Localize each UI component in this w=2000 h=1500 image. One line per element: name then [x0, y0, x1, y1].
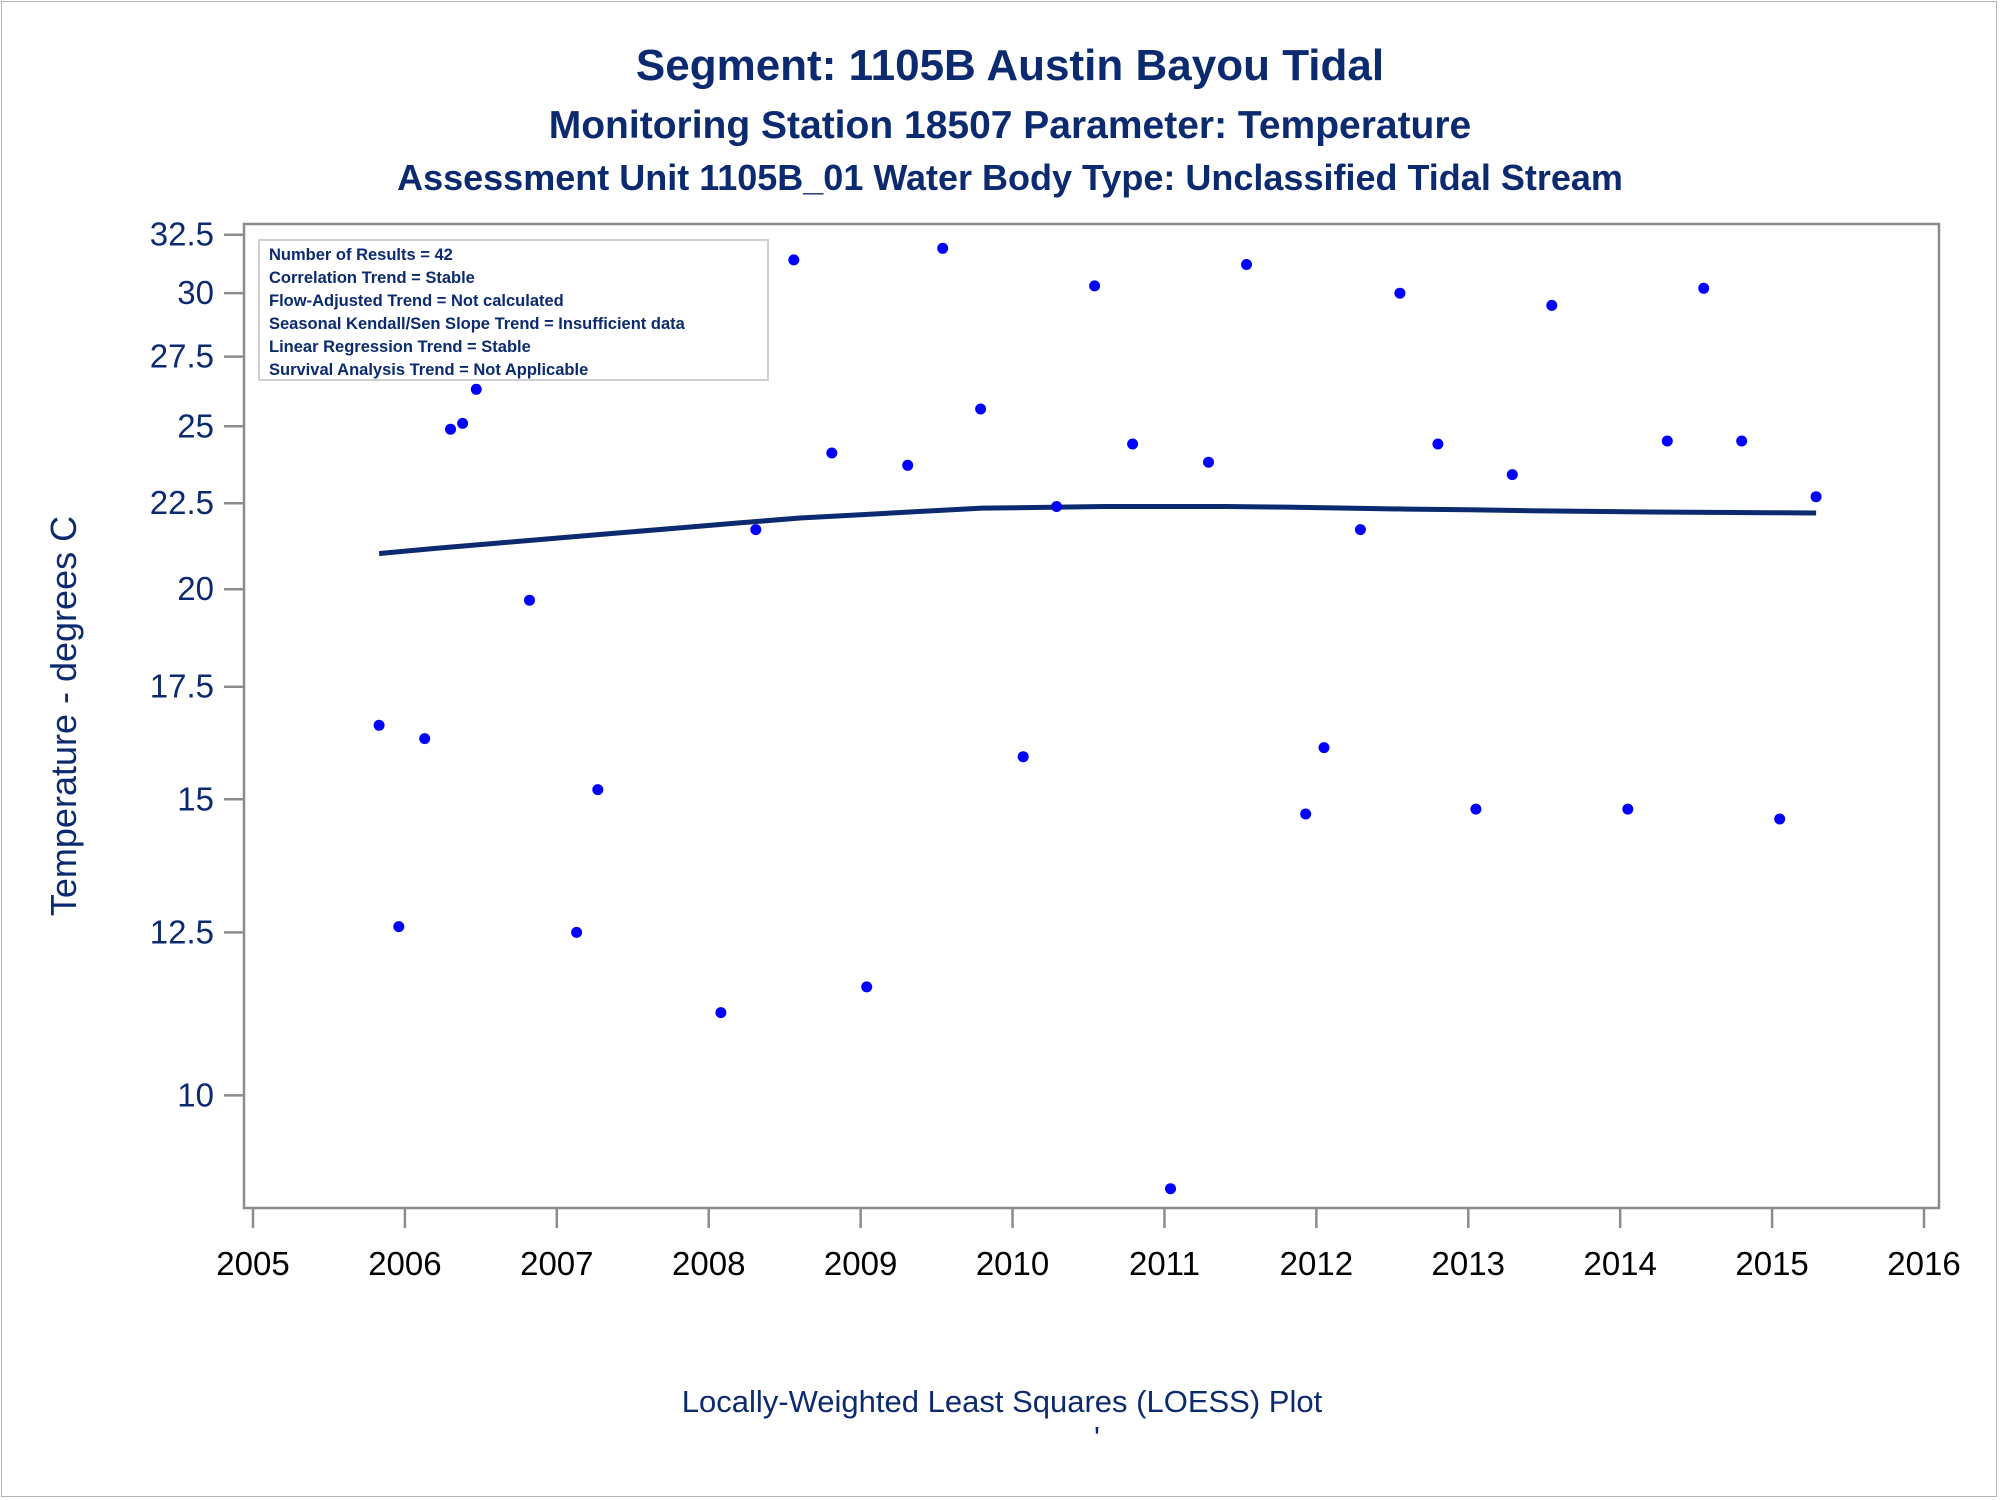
x-tick-label: 2011 [1129, 1245, 1200, 1282]
plot-area [242, 222, 1941, 1210]
stats-box-frame [258, 239, 769, 381]
data-point [1241, 259, 1252, 270]
x-tick-label: 2012 [1280, 1245, 1353, 1282]
data-point [373, 719, 385, 731]
data-point [1506, 469, 1518, 481]
data-point [1354, 524, 1366, 536]
data-point [1165, 1183, 1176, 1195]
y-axis-label: Temperature - degrees C [43, 516, 84, 916]
data-point [592, 784, 604, 796]
x-tick-label: 2014 [1583, 1245, 1656, 1282]
data-point [457, 417, 469, 429]
data-point [715, 1007, 727, 1019]
stats-linear-regression-trend: Linear Regression Trend = Stable [269, 338, 531, 356]
data-point [937, 242, 949, 254]
x-tick-label: 2010 [976, 1245, 1049, 1282]
data-point [1127, 438, 1139, 450]
chart-subtitle: Monitoring Station 18507 Parameter: Temp… [549, 104, 1472, 147]
y-tick-label: 27.5 [150, 338, 214, 375]
data-point [1661, 435, 1673, 447]
data-point [975, 403, 987, 415]
x-tick-label: 2013 [1432, 1245, 1505, 1282]
data-point [750, 524, 762, 536]
data-point [1736, 435, 1748, 447]
x-tick-label: 2016 [1887, 1245, 1960, 1282]
data-point [1318, 742, 1330, 754]
data-point [1394, 287, 1406, 299]
data-point [1810, 491, 1822, 503]
data-point [1622, 803, 1634, 815]
points-layer [373, 242, 1822, 1195]
data-point [902, 459, 914, 471]
x-tick-label: 2006 [368, 1245, 441, 1282]
chart-subtitle-2: Assessment Unit 1105B_01 Water Body Type… [397, 157, 1623, 198]
loess-layer [378, 504, 1817, 557]
data-point [419, 733, 431, 745]
data-point [1051, 501, 1063, 512]
x-axis: 2005 2006 2007 2008 2009 2010 2011 2012 2013 2014… [216, 1208, 1961, 1282]
data-point [571, 926, 583, 938]
data-point [826, 447, 838, 459]
data-point [393, 921, 405, 933]
stats-flow-adjusted-trend: Flow-Adjusted Trend = Not calculated [269, 292, 564, 310]
y-tick-label: 12.5 [150, 913, 214, 950]
y-tick-label: 10 [177, 1076, 214, 1113]
x-tick-label: 2005 [216, 1245, 289, 1282]
data-point [445, 423, 456, 435]
y-tick-label: 25 [177, 407, 214, 444]
data-point [1432, 438, 1444, 450]
x-tick-label: 2008 [672, 1245, 745, 1282]
data-point [470, 383, 482, 395]
data-point [1470, 803, 1482, 815]
y-tick-label: 30 [177, 274, 214, 311]
data-point [1698, 282, 1710, 294]
y-tick-label: 15 [177, 780, 214, 817]
data-point [524, 594, 535, 606]
x-tick-label: 2015 [1735, 1245, 1808, 1282]
data-point [788, 254, 800, 266]
data-point [1300, 808, 1312, 820]
loess-line [378, 504, 1817, 557]
data-point [1203, 456, 1214, 468]
stats-box: Number of Results = 42 Correlation Trend… [258, 239, 769, 381]
data-point [861, 981, 873, 993]
stats-seasonal-kendall-trend: Seasonal Kendall/Sen Slope Trend = Insuf… [269, 315, 686, 333]
y-tick-label: 22.5 [150, 484, 214, 521]
stats-correlation-trend: Correlation Trend = Stable [269, 269, 475, 287]
y-tick-label: 17.5 [150, 668, 214, 705]
stats-number-of-results: Number of Results = 42 [269, 246, 453, 264]
y-axis: 10 12.5 15 17.5 20 22.5 25 27.5 30 32.5 [150, 216, 244, 1113]
data-point [1774, 813, 1786, 825]
y-tick-label: 20 [177, 570, 214, 607]
y-tick-label: 32.5 [150, 216, 214, 253]
x-tick-label: 2009 [824, 1245, 897, 1282]
x-tick-label: 2007 [520, 1245, 593, 1282]
data-point [1089, 280, 1101, 292]
stats-survival-analysis-trend: Survival Analysis Trend = Not Applicable [269, 361, 588, 379]
footnote: Locally-Weighted Least Squares (LOESS) P… [682, 1384, 1323, 1419]
data-point [1546, 299, 1558, 311]
chart-title: Segment: 1105B Austin Bayou Tidal [636, 41, 1384, 90]
footnote-mark: ' [1094, 1420, 1100, 1455]
data-point [1017, 751, 1029, 763]
